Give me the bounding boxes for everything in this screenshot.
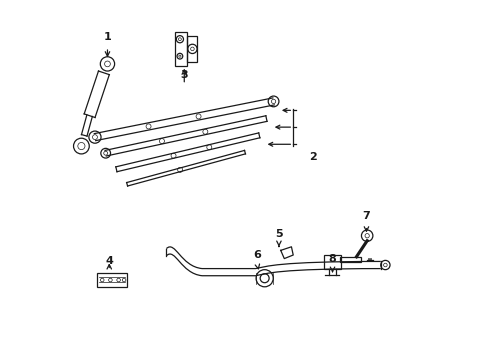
Text: 5: 5 bbox=[275, 229, 283, 239]
Text: 2: 2 bbox=[309, 152, 317, 162]
Bar bbox=[187, 36, 197, 62]
Text: 4: 4 bbox=[105, 256, 113, 266]
Text: 1: 1 bbox=[103, 32, 111, 42]
Bar bbox=[97, 273, 127, 287]
Text: 7: 7 bbox=[363, 211, 370, 221]
Bar bbox=[323, 255, 341, 269]
Text: 8: 8 bbox=[329, 254, 337, 264]
Bar bbox=[175, 32, 187, 66]
Text: 6: 6 bbox=[253, 250, 262, 260]
Text: 3: 3 bbox=[180, 70, 188, 80]
Bar bbox=[341, 257, 361, 262]
